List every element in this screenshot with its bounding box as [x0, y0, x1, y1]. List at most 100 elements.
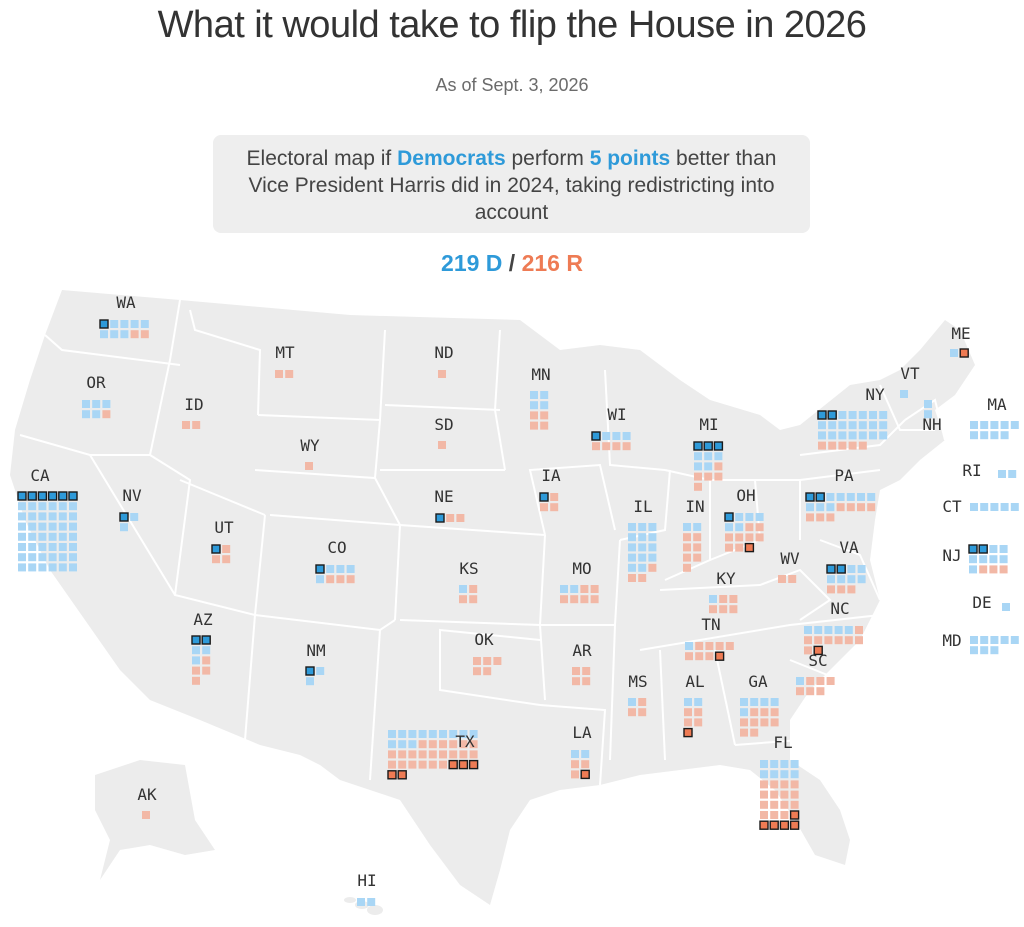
district-tn-rep — [685, 652, 693, 661]
district-va-dem-flip — [826, 564, 836, 574]
district-ca-dem — [18, 563, 26, 572]
district-va-dem — [857, 575, 866, 584]
district-sc-rep — [826, 677, 835, 685]
district-fl-rep — [760, 800, 768, 809]
district-me-rep-flip — [959, 348, 969, 358]
district-pa-dem-flip — [805, 492, 815, 502]
district-ca-dem — [18, 522, 26, 531]
district-la-rep — [571, 770, 579, 779]
district-az-dem-flip — [201, 635, 211, 645]
district-ca-dem — [69, 543, 77, 551]
district-tn-rep — [725, 642, 734, 650]
state-label-ne: NE — [434, 487, 453, 506]
district-il-dem — [638, 543, 647, 552]
district-il-dem — [648, 533, 657, 542]
district-mt-rep — [285, 370, 294, 378]
district-il-dem — [638, 523, 647, 531]
alaska-shape — [95, 760, 215, 880]
district-mo-rep — [590, 585, 599, 593]
district-tx-rep — [388, 760, 396, 769]
district-nj-dem-flip — [968, 544, 978, 554]
district-nc-rep — [814, 636, 823, 645]
district-fl-rep — [790, 780, 799, 789]
district-co-dem — [316, 575, 324, 584]
district-la-rep — [571, 760, 579, 769]
state-label-tx: TX — [455, 732, 475, 751]
district-nj-dem — [969, 555, 977, 564]
district-fl-rep-flip — [789, 820, 800, 830]
district-va-dem — [837, 575, 846, 584]
district-ca-dem-flip — [47, 491, 58, 501]
district-tx-rep — [408, 760, 417, 769]
state-label-nm: NM — [306, 641, 325, 660]
district-ga-rep — [760, 718, 769, 727]
district-nh-dem — [924, 410, 932, 419]
district-ct-dem — [1000, 503, 1009, 511]
state-label-ok: OK — [474, 630, 494, 649]
district-al-dem — [694, 698, 703, 706]
state-label-id: ID — [184, 395, 203, 414]
district-tx-rep — [439, 740, 447, 749]
district-oh-dem — [725, 523, 733, 532]
district-va-dem — [847, 575, 856, 584]
district-ca-dem — [28, 522, 37, 531]
district-il-dem — [628, 553, 636, 562]
district-nd-rep — [438, 370, 446, 378]
district-fl-rep — [780, 811, 789, 819]
district-mi-rep — [694, 482, 702, 491]
district-tx-rep — [469, 750, 478, 759]
district-mo-rep — [590, 595, 599, 604]
district-ct-dem — [970, 503, 978, 511]
district-ma-dem — [970, 421, 978, 429]
state-label-in: IN — [685, 497, 704, 516]
district-or-dem — [102, 400, 111, 408]
district-ga-dem — [750, 698, 759, 706]
district-sd-rep — [438, 441, 446, 449]
district-pa-dem-flip — [815, 492, 825, 502]
district-ca-dem — [28, 532, 37, 541]
district-ky-rep — [729, 595, 738, 603]
district-oh-dem — [735, 523, 744, 532]
state-label-ut: UT — [214, 518, 234, 537]
district-ny-dem — [818, 421, 826, 430]
district-nj-dem — [969, 565, 977, 574]
state-labels: WA OR CA NV ID MT WY UT CO AZ NM ND SD NE KS OK TX MN IA MO… — [30, 293, 1007, 890]
state-label-la: LA — [572, 723, 592, 742]
district-nj-rep — [989, 565, 998, 574]
state-label-va: VA — [839, 538, 859, 557]
district-co-rep — [346, 575, 355, 584]
district-mn-rep — [540, 421, 549, 430]
district-ny-rep — [848, 441, 857, 450]
district-ca-dem — [58, 532, 67, 541]
district-tx-rep — [418, 760, 427, 769]
district-fl-rep-flip — [769, 820, 779, 830]
explainer-text-2: perform — [505, 147, 590, 170]
district-oh-dem-flip — [724, 512, 734, 522]
district-va-rep — [847, 585, 856, 594]
district-ca-dem — [69, 502, 77, 511]
district-ca-dem-flip — [58, 491, 68, 501]
district-nc-dem — [814, 626, 823, 634]
district-wa-dem — [110, 330, 119, 339]
lower-48-shape — [10, 290, 975, 905]
district-il-dem — [648, 523, 657, 531]
rep-seat-count: 216 R — [521, 250, 583, 276]
district-or-dem — [82, 410, 90, 419]
district-nj-rep — [999, 565, 1008, 574]
district-ca-dem — [28, 543, 37, 551]
district-tx-rep — [418, 740, 427, 749]
district-co-dem-flip — [315, 564, 325, 574]
district-tx-rep — [459, 740, 468, 749]
district-al-rep — [694, 708, 703, 717]
district-il-dem — [628, 563, 636, 572]
state-label-co: CO — [327, 538, 346, 557]
district-wa-dem — [110, 320, 119, 328]
district-la-dem — [571, 750, 579, 758]
district-tx-dem — [469, 730, 478, 738]
district-sc-rep — [806, 677, 815, 685]
district-tx-rep — [398, 760, 407, 769]
district-al-rep — [684, 708, 692, 717]
district-fl-rep — [780, 790, 789, 799]
district-ga-rep — [770, 718, 779, 727]
district-id-rep — [182, 421, 190, 429]
